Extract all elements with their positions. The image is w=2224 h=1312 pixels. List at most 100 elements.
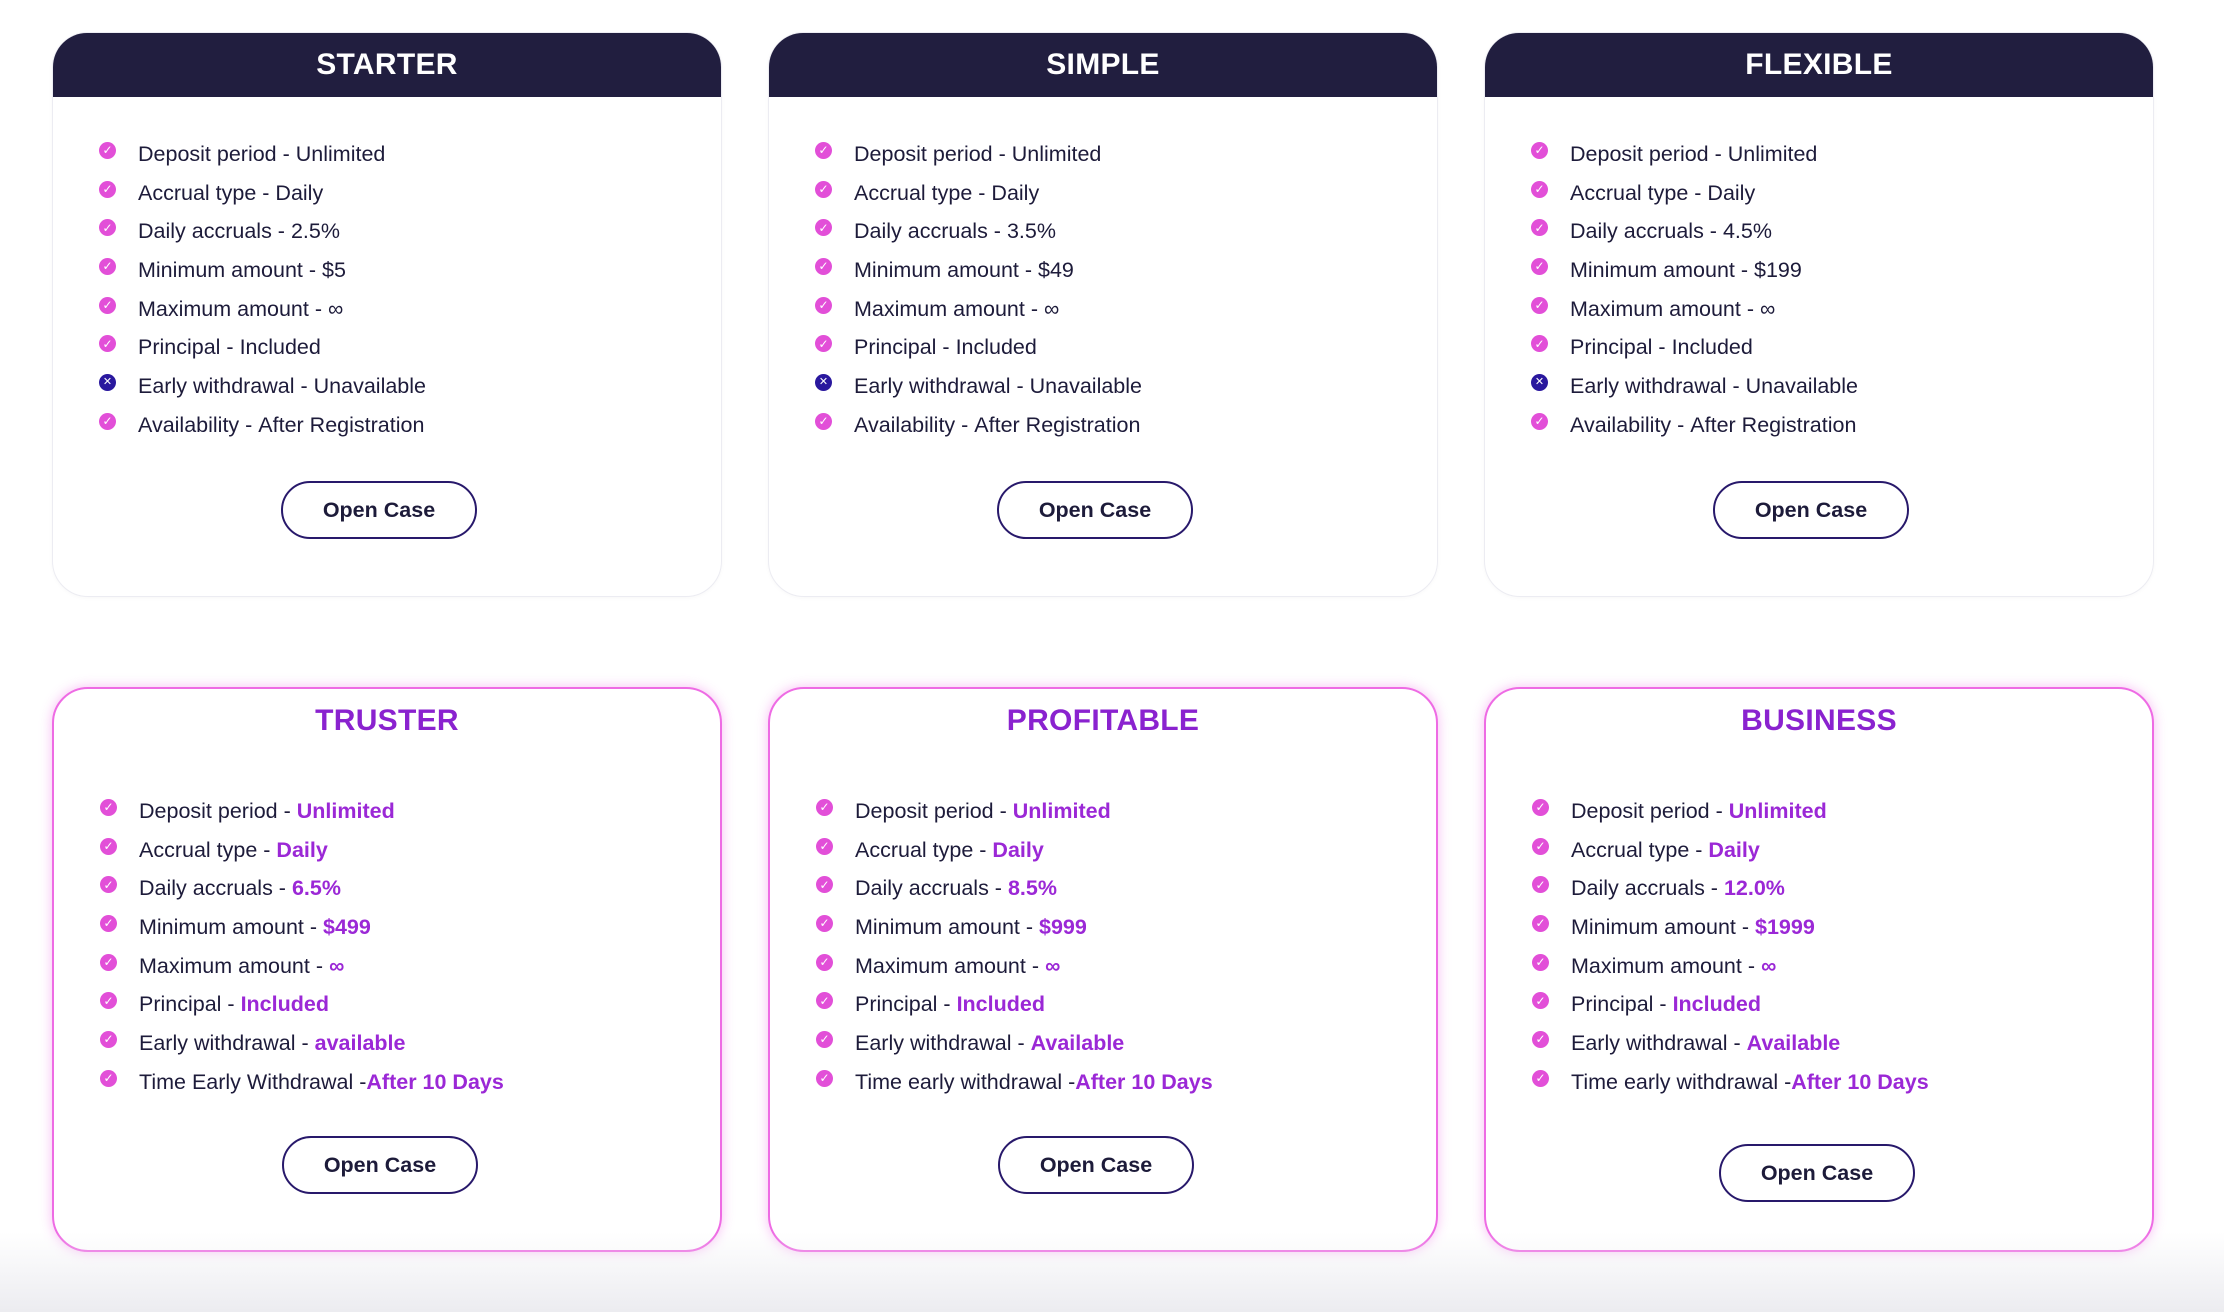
feature-item: ✓ Accrual type - Daily xyxy=(1532,831,1929,870)
feature-value: 12.0% xyxy=(1723,876,1785,901)
feature-label: Minimum amount - xyxy=(855,914,1039,939)
feature-value: Unlimited xyxy=(1011,141,1102,166)
check-icon: ✓ xyxy=(99,412,116,430)
check-icon: ✓ xyxy=(816,1069,833,1087)
feature-label: Principal - xyxy=(138,335,240,360)
feature-item: ✓ Time early withdrawal - After 10 Days xyxy=(816,1063,1213,1102)
check-icon: ✓ xyxy=(1531,141,1548,159)
feature-value: Unavailable xyxy=(1745,373,1858,398)
check-icon: ✓ xyxy=(1531,335,1548,353)
feature-value: Included xyxy=(240,992,329,1017)
feature-label: Principal - xyxy=(139,992,241,1017)
open-case-button[interactable]: Open Case xyxy=(998,1136,1194,1194)
feature-label: Principal - xyxy=(854,335,956,360)
open-case-button[interactable]: Open Case xyxy=(997,481,1193,539)
check-icon: ✓ xyxy=(100,1069,117,1087)
feature-item: ✓ Minimum amount - $5 xyxy=(99,251,426,290)
feature-label: Accrual type - xyxy=(1570,180,1708,205)
feature-value: Daily xyxy=(275,180,324,205)
check-icon: ✓ xyxy=(100,992,117,1010)
plan-title: FLEXIBLE xyxy=(1485,33,2153,97)
feature-label: Daily accruals - xyxy=(1571,876,1724,901)
open-case-button[interactable]: Open Case xyxy=(282,1136,478,1194)
feature-value: Included xyxy=(239,335,321,360)
feature-value: ∞ xyxy=(328,953,345,978)
feature-value: Daily xyxy=(991,180,1040,205)
feature-label: Early withdrawal - xyxy=(138,373,314,398)
open-case-button[interactable]: Open Case xyxy=(281,481,477,539)
check-icon: ✓ xyxy=(815,335,832,353)
feature-item: ✓ Early withdrawal - Available xyxy=(1532,1024,1929,1063)
check-icon: ✓ xyxy=(100,1030,117,1048)
feature-label: Daily accruals - xyxy=(854,219,1007,244)
feature-item: ✓ Deposit period - Unlimited xyxy=(1531,135,1858,174)
feature-item: ✓ Principal - Included xyxy=(815,328,1142,367)
plan-title: TRUSTER xyxy=(315,704,459,737)
feature-label: Early withdrawal - xyxy=(854,373,1030,398)
feature-label: Availability - xyxy=(1570,412,1691,437)
feature-item: ✓ Minimum amount - $1999 xyxy=(1532,908,1929,947)
feature-label: Early withdrawal - xyxy=(855,1030,1031,1055)
feature-item: ✓ Maximum amount - ∞ xyxy=(99,290,426,329)
check-icon: ✓ xyxy=(815,257,832,275)
feature-value: ∞ xyxy=(327,296,344,321)
feature-value: Daily xyxy=(1708,837,1760,862)
feature-value: 6.5% xyxy=(291,876,341,901)
check-icon: ✓ xyxy=(1531,412,1548,430)
check-icon: ✓ xyxy=(1532,876,1549,894)
feature-item: ✓ Daily accruals - 2.5% xyxy=(99,212,426,251)
plan-title: PROFITABLE xyxy=(1006,704,1200,737)
feature-label: Minimum amount - xyxy=(138,257,322,282)
plan-card-profitable: PROFITABLE ✓ Deposit period - Unlimited ✓ A… xyxy=(768,687,1438,1252)
feature-label: Maximum amount - xyxy=(1571,953,1761,978)
open-case-button[interactable]: Open Case xyxy=(1713,481,1909,539)
feature-item: ✓ Principal - Included xyxy=(1532,985,1929,1024)
feature-label: Maximum amount - xyxy=(139,953,329,978)
feature-value: Daily xyxy=(276,837,328,862)
check-icon: ✓ xyxy=(99,219,116,237)
feature-item: ✓ Minimum amount - $199 xyxy=(1531,251,1858,290)
check-icon: ✓ xyxy=(815,412,832,430)
feature-item: ✓ Time Early Withdrawal - After 10 Days xyxy=(100,1063,504,1102)
check-icon: ✓ xyxy=(1532,1030,1549,1048)
check-icon: ✓ xyxy=(816,953,833,971)
check-icon: ✓ xyxy=(99,296,116,314)
feature-label: Availability - xyxy=(138,412,259,437)
feature-value: $999 xyxy=(1039,914,1087,939)
feature-item: ✓ Maximum amount - ∞ xyxy=(1532,947,1929,986)
feature-item: ✓ Availability - After Registration xyxy=(815,406,1142,445)
feature-value: available xyxy=(314,1030,406,1055)
check-icon: ✓ xyxy=(816,798,833,816)
check-icon: ✓ xyxy=(99,335,116,353)
feature-list: ✓ Deposit period - Unlimited ✓ Accrual type… xyxy=(100,792,504,1102)
cross-icon: ✕ xyxy=(99,373,116,391)
feature-item: ✓ Maximum amount - ∞ xyxy=(1531,290,1858,329)
feature-item: ✕ Early withdrawal - Unavailable xyxy=(99,367,426,406)
feature-label: Accrual type - xyxy=(855,837,993,862)
open-case-button[interactable]: Open Case xyxy=(1719,1144,1915,1202)
feature-item: ✕ Early withdrawal - Unavailable xyxy=(1531,367,1858,406)
feature-label: Daily accruals - xyxy=(138,219,291,244)
feature-item: ✓ Accrual type - Daily xyxy=(100,831,504,870)
feature-value: $199 xyxy=(1754,257,1802,282)
feature-label: Deposit period - xyxy=(1570,141,1728,166)
check-icon: ✓ xyxy=(816,914,833,932)
feature-item: ✓ Deposit period - Unlimited xyxy=(1532,792,1929,831)
feature-label: Accrual type - xyxy=(138,180,276,205)
feature-label: Deposit period - xyxy=(855,798,1013,823)
feature-label: Principal - xyxy=(855,992,957,1017)
feature-item: ✓ Maximum amount - ∞ xyxy=(815,290,1142,329)
feature-label: Principal - xyxy=(1571,992,1673,1017)
feature-value: After 10 Days xyxy=(1791,1069,1929,1094)
feature-label: Accrual type - xyxy=(1571,837,1709,862)
feature-label: Maximum amount - xyxy=(1570,296,1760,321)
feature-label: Time early withdrawal - xyxy=(855,1069,1076,1094)
feature-item: ✓ Early withdrawal - available xyxy=(100,1024,504,1063)
feature-item: ✓ Principal - Included xyxy=(100,985,504,1024)
check-icon: ✓ xyxy=(815,180,832,198)
cross-icon: ✕ xyxy=(815,373,832,391)
feature-value: Available xyxy=(1030,1030,1125,1055)
feature-value: $1999 xyxy=(1755,914,1815,939)
plan-title: SIMPLE xyxy=(769,33,1437,97)
feature-item: ✓ Principal - Included xyxy=(99,328,426,367)
